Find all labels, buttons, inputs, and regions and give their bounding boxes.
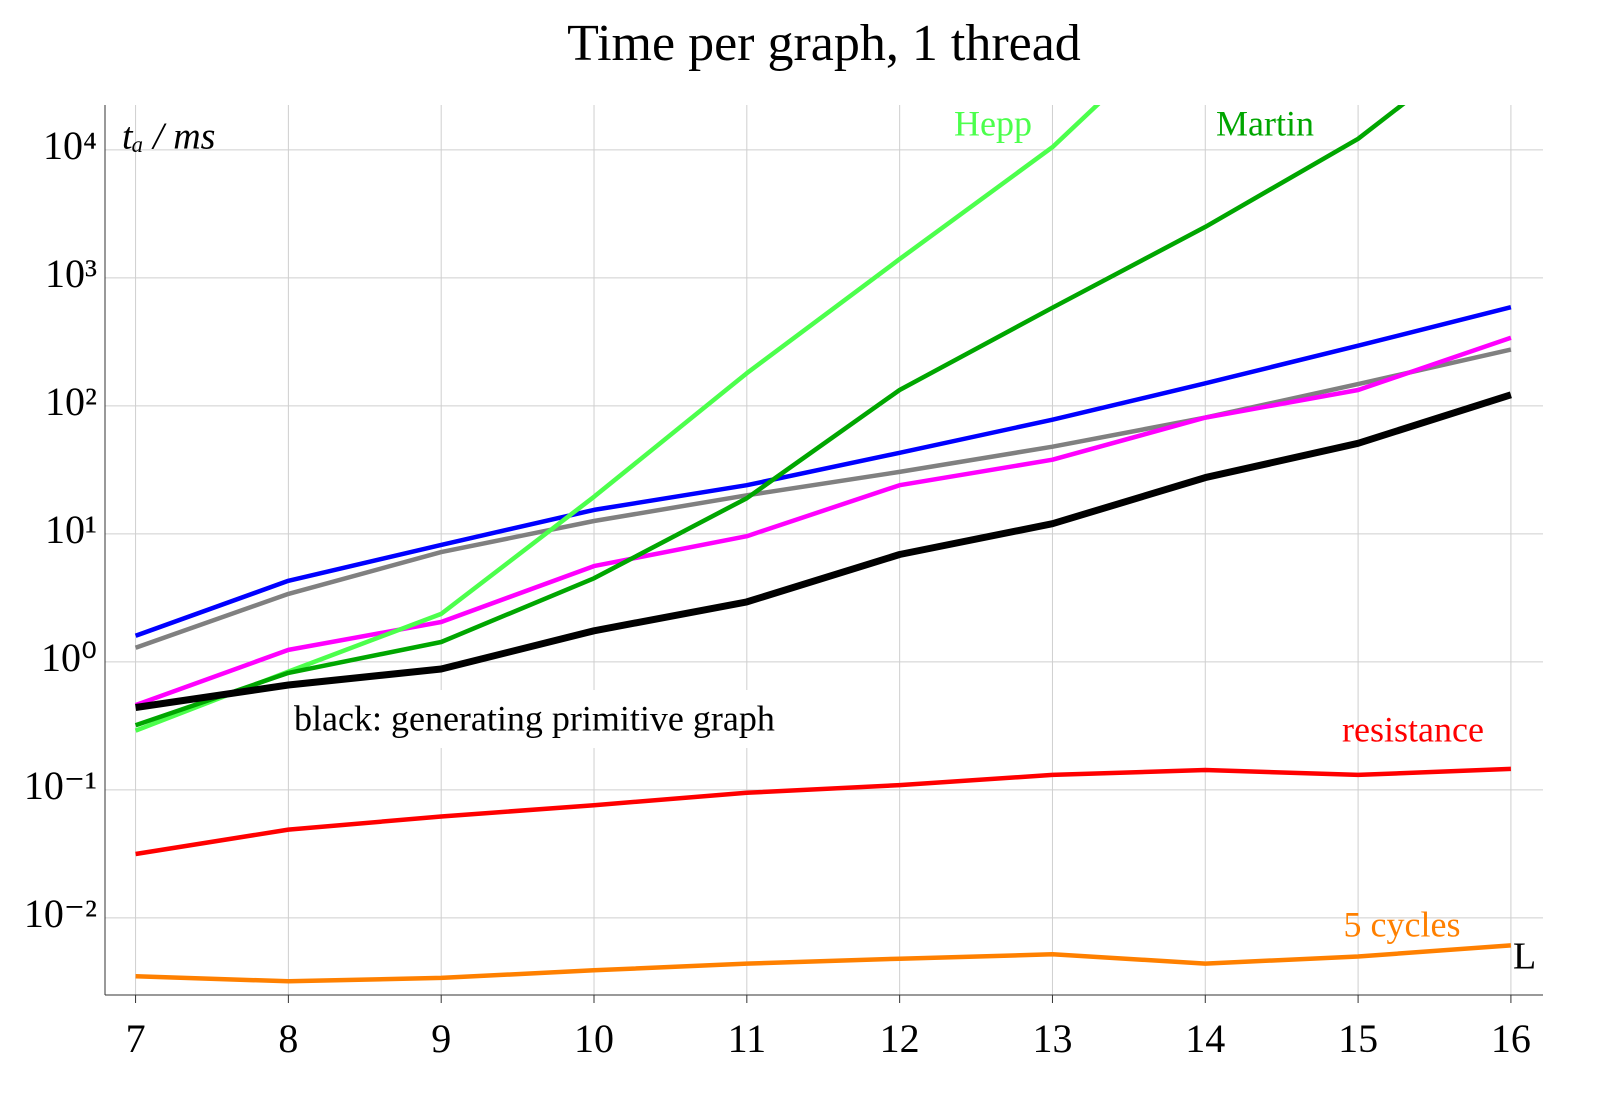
x-tick-label: 8 bbox=[278, 1016, 298, 1061]
series-label: Martin bbox=[1216, 103, 1314, 143]
series-line bbox=[134, 305, 1512, 638]
y-tick-label: 10⁻¹ bbox=[24, 763, 97, 808]
series-line bbox=[135, 766, 1511, 857]
y-tick-label: 10⁰ bbox=[41, 635, 97, 680]
x-tick-label: 16 bbox=[1491, 1016, 1531, 1061]
series-line bbox=[135, 391, 1512, 711]
series-label: Hepp bbox=[954, 103, 1032, 143]
y-tick-label: 10³ bbox=[45, 251, 97, 296]
series-line bbox=[135, 943, 1512, 984]
series-line bbox=[134, 105, 1101, 733]
x-tick-label: 12 bbox=[880, 1016, 920, 1061]
x-tick-label: 10 bbox=[574, 1016, 614, 1061]
y-tick-label: 10⁻² bbox=[24, 891, 97, 936]
y-tick-label: 10¹ bbox=[45, 507, 97, 552]
y-axis-label: tₐ / ms bbox=[122, 116, 215, 158]
series-line bbox=[134, 347, 1512, 650]
series-label: resistance bbox=[1342, 709, 1484, 749]
y-tick-label: 10² bbox=[45, 379, 97, 424]
series-label: 5 cycles bbox=[1344, 904, 1461, 944]
series-line bbox=[134, 335, 1512, 708]
x-tick-label: 11 bbox=[728, 1016, 767, 1061]
y-tick-label: 10⁴ bbox=[43, 123, 97, 168]
annotation: L bbox=[1513, 936, 1536, 978]
annotation: black: generating primitive graph bbox=[294, 698, 775, 738]
x-tick-label: 9 bbox=[431, 1016, 451, 1061]
chart-title: Time per graph, 1 thread bbox=[567, 15, 1081, 72]
x-tick-label: 14 bbox=[1185, 1016, 1225, 1061]
series-line bbox=[134, 105, 1406, 728]
x-tick-label: 13 bbox=[1032, 1016, 1072, 1061]
x-tick-label: 15 bbox=[1338, 1016, 1378, 1061]
x-tick-label: 7 bbox=[126, 1016, 146, 1061]
annotation-box bbox=[290, 690, 885, 748]
